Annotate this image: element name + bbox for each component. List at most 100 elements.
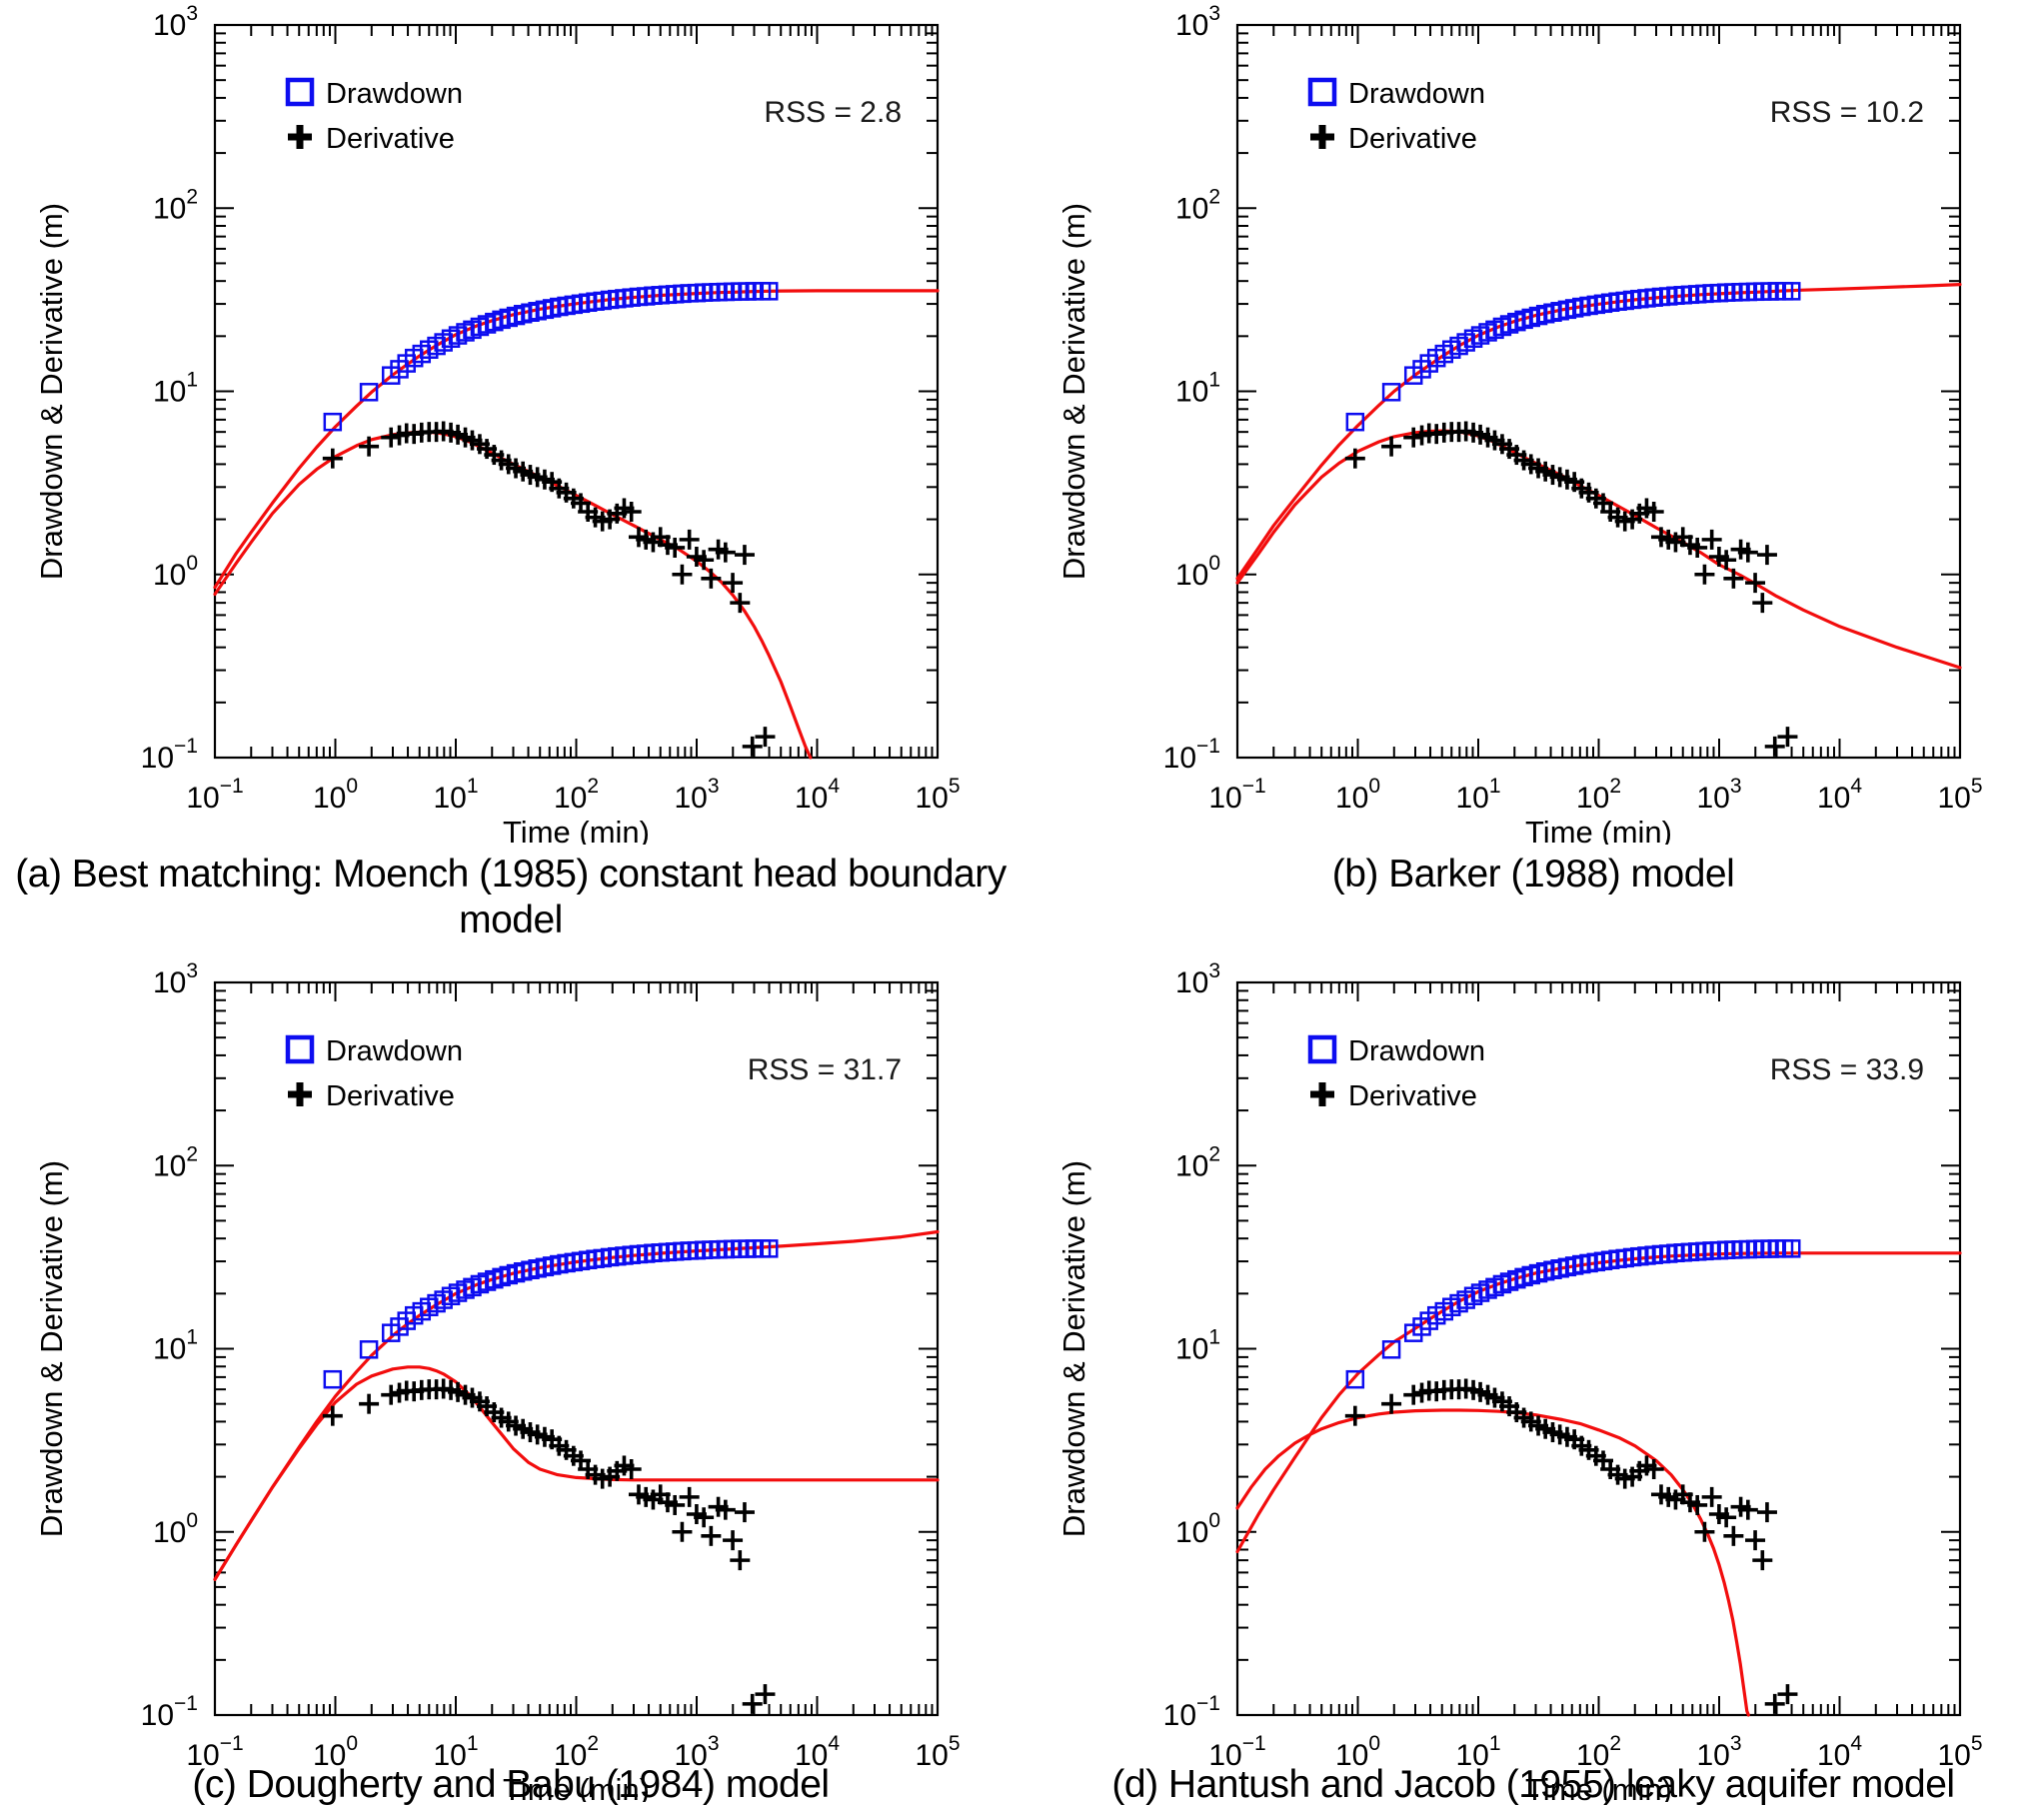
y-tick-label: 10−1 — [1163, 735, 1220, 775]
legend-label-derivative: Derivative — [1348, 123, 1477, 155]
x-tick-label: 103 — [674, 1732, 719, 1772]
model-curve-drawdown — [1235, 283, 1962, 581]
caption-d: (d) Hantush and Jacob (1955) leaky aquif… — [1111, 1763, 1955, 1806]
plot-frame — [213, 980, 940, 1717]
x-tick-label: 104 — [1817, 775, 1862, 815]
legend-label-drawdown: Drawdown — [1348, 1035, 1485, 1067]
y-axis-label: Drawdown & Derivative (m) — [34, 1160, 69, 1537]
plot-frame — [1235, 23, 1962, 760]
y-tick-label: 102 — [153, 185, 198, 225]
y-tick-label: 102 — [1175, 1142, 1220, 1182]
legend-label-derivative: Derivative — [326, 1080, 455, 1112]
rss-value: RSS = 10.2 — [1770, 96, 1924, 129]
x-tick-label: 101 — [433, 775, 478, 815]
y-tick-label: 100 — [1175, 552, 1220, 592]
drawdown-series — [1345, 282, 1801, 432]
legend-label-drawdown: Drawdown — [326, 78, 463, 110]
y-tick-label: 10−1 — [141, 735, 198, 775]
x-tick-label: 105 — [1937, 1732, 1982, 1772]
derivative-series — [1344, 421, 1798, 757]
drawdown-series — [1345, 1239, 1801, 1389]
x-tick-label: 102 — [554, 775, 599, 815]
legend: Drawdown Derivative — [1307, 1034, 1485, 1112]
plot-frame — [213, 23, 940, 760]
chart-panel-d: 10−1 100 101 102 103 104 105 10−1 100 101 102 103 Ti… — [1056, 959, 1983, 1802]
model-curve-derivative — [1235, 1408, 1750, 1717]
caption-b: (b) Barker (1988) model — [1331, 853, 1735, 896]
caption-a: (a) Best matching: Moench (1985) constan… — [15, 853, 1007, 941]
x-axis-label: Time (min) — [503, 815, 650, 845]
y-tick-label: 103 — [1175, 959, 1220, 999]
x-tick-label: 104 — [1817, 1732, 1862, 1772]
x-tick-label: 102 — [554, 1732, 599, 1772]
y-tick-label: 100 — [153, 552, 198, 592]
x-tick-label: 105 — [915, 1732, 960, 1772]
chart-panel-c: 10−1 100 101 102 103 104 105 10−1 100 101 102 103 Ti… — [34, 959, 961, 1802]
y-tick-label: 101 — [1175, 369, 1220, 409]
x-tick-label: 102 — [1576, 1732, 1621, 1772]
model-curve-drawdown — [213, 289, 940, 590]
x-tick-label: 103 — [1696, 1732, 1741, 1772]
derivative-series — [322, 1378, 776, 1714]
drawdown-series — [323, 1239, 779, 1389]
caption-c: (c) Dougherty and Babu (1984) model — [192, 1763, 830, 1806]
axis-ticks — [214, 24, 939, 759]
x-tick-label: 101 — [433, 1732, 478, 1772]
x-tick-label: 104 — [795, 775, 840, 815]
x-tick-label: 104 — [795, 1732, 840, 1772]
legend: Drawdown Derivative — [1307, 77, 1485, 155]
plot-frame — [1235, 980, 1962, 1717]
x-tick-label: 103 — [674, 775, 719, 815]
axis-ticks — [1236, 981, 1961, 1716]
x-tick-label: 10−1 — [1208, 775, 1265, 815]
x-axis-label: Time (min) — [503, 1772, 650, 1802]
axis-ticks — [214, 981, 939, 1716]
model-curve-derivative — [213, 1365, 940, 1581]
y-tick-label: 10−1 — [141, 1692, 198, 1732]
legend: Drawdown Derivative — [285, 1034, 463, 1112]
chart-panel-b: 10−1 100 101 102 103 104 105 10−1 100 101 102 103 Ti… — [1056, 2, 1983, 845]
model-curve-drawdown — [213, 1229, 940, 1581]
derivative-series — [322, 421, 776, 757]
legend-label-derivative: Derivative — [326, 123, 455, 155]
model-curve-drawdown — [1235, 1251, 1962, 1554]
x-tick-label: 103 — [1696, 775, 1741, 815]
legend-label-drawdown: Drawdown — [1348, 78, 1485, 110]
x-axis-label: Time (min) — [1525, 1772, 1672, 1802]
legend-label-derivative: Derivative — [1348, 1080, 1477, 1112]
model-curve-derivative — [1235, 429, 1962, 670]
rss-value: RSS = 2.8 — [764, 96, 902, 129]
axis-ticks — [1236, 24, 1961, 759]
model-curve-derivative — [213, 430, 813, 760]
x-tick-label: 100 — [1335, 1732, 1380, 1772]
x-tick-label: 100 — [1335, 775, 1380, 815]
y-tick-label: 100 — [153, 1509, 198, 1549]
x-tick-label: 10−1 — [186, 775, 243, 815]
y-axis-label: Drawdown & Derivative (m) — [1056, 203, 1091, 580]
x-tick-label: 101 — [1455, 775, 1500, 815]
y-axis-label: Drawdown & Derivative (m) — [34, 203, 69, 580]
x-axis-label: Time (min) — [1525, 815, 1672, 845]
legend-label-drawdown: Drawdown — [326, 1035, 463, 1067]
x-tick-label: 10−1 — [186, 1732, 243, 1772]
y-tick-label: 103 — [153, 2, 198, 42]
legend: Drawdown Derivative — [285, 77, 463, 155]
y-tick-label: 103 — [1175, 2, 1220, 42]
y-tick-label: 102 — [1175, 185, 1220, 225]
x-tick-label: 105 — [1937, 775, 1982, 815]
y-tick-label: 101 — [1175, 1326, 1220, 1366]
x-tick-label: 101 — [1455, 1732, 1500, 1772]
drawdown-series — [323, 282, 779, 432]
y-tick-label: 100 — [1175, 1509, 1220, 1549]
y-tick-label: 101 — [153, 369, 198, 409]
x-tick-label: 102 — [1576, 775, 1621, 815]
y-tick-label: 101 — [153, 1326, 198, 1366]
x-tick-label: 10−1 — [1208, 1732, 1265, 1772]
y-tick-label: 102 — [153, 1142, 198, 1182]
x-tick-label: 100 — [313, 1732, 358, 1772]
y-tick-label: 10−1 — [1163, 1692, 1220, 1732]
derivative-series — [1344, 1378, 1798, 1714]
chart-panel-a: 10−1 100 101 102 103 104 105 10−1 100 101 102 103 Ti… — [34, 2, 961, 845]
rss-value: RSS = 31.7 — [748, 1053, 902, 1086]
